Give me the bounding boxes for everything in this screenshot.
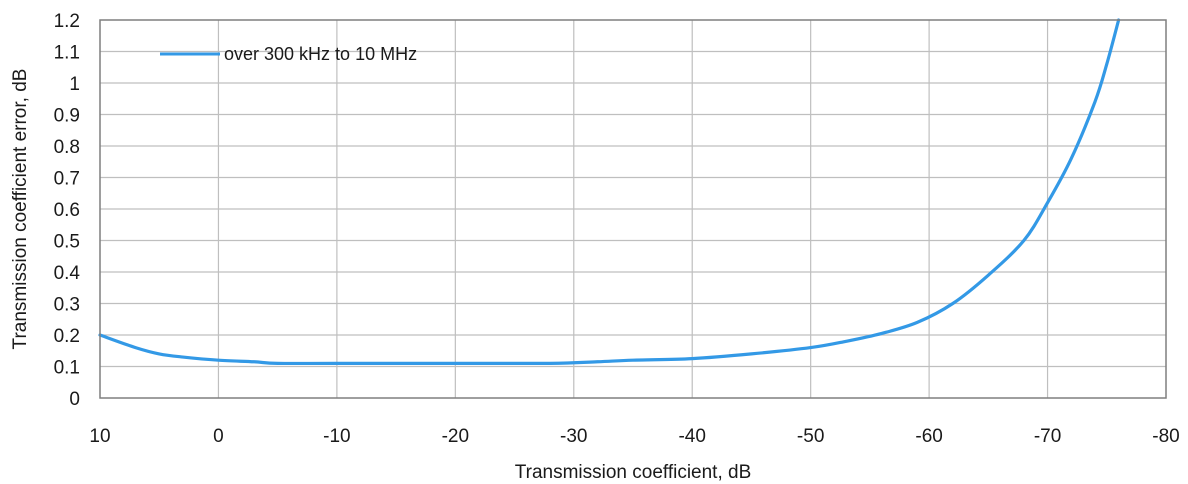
y-tick-label: 0.3 [54, 295, 80, 316]
y-tick-label: 0.5 [54, 232, 80, 253]
x-tick-label: 10 [89, 426, 110, 447]
plot-frame [99, 19, 1167, 399]
y-tick-label: 0.9 [54, 106, 80, 127]
y-tick-label: 0.6 [54, 200, 80, 221]
x-tick-label: -70 [1034, 426, 1061, 447]
x-tick-label: -40 [678, 426, 705, 447]
series-lines [98, 18, 1121, 366]
x-tick-label: -80 [1152, 426, 1179, 447]
y-axis-title: Transmission coefficient error, dB [10, 69, 31, 350]
x-tick-label: -30 [560, 426, 587, 447]
y-tick-label: 0.1 [54, 358, 80, 379]
grid [100, 20, 1166, 398]
y-tick-label: 1 [69, 74, 80, 95]
x-tick-label: -50 [797, 426, 824, 447]
x-tick-label: -60 [915, 426, 942, 447]
y-tick-label: 0.7 [54, 169, 80, 190]
legend: over 300 kHz to 10 MHz [160, 44, 417, 64]
y-tick-label: 1.1 [54, 43, 80, 64]
x-tick-label: -10 [323, 426, 350, 447]
y-tick-label: 1.2 [54, 11, 80, 32]
y-tick-labels: 0 0.1 0.2 0.3 0.4 0.5 0.6 0.7 0.8 0.9 1 1.1 1.2 [54, 11, 81, 410]
y-tick-label: 0 [69, 389, 80, 410]
x-tick-labels: 10 0 -10 -20 -30 -40 -50 -60 -70 -80 [89, 426, 1179, 447]
x-tick-label: 0 [213, 426, 224, 447]
y-tick-label: 0.8 [54, 137, 80, 158]
y-tick-label: 0.2 [54, 326, 80, 347]
x-tick-label: -20 [442, 426, 469, 447]
legend-label: over 300 kHz to 10 MHz [224, 44, 417, 64]
x-axis-title: Transmission coefficient, dB [515, 462, 752, 483]
series-line [98, 18, 1121, 366]
y-tick-label: 0.4 [54, 263, 81, 284]
